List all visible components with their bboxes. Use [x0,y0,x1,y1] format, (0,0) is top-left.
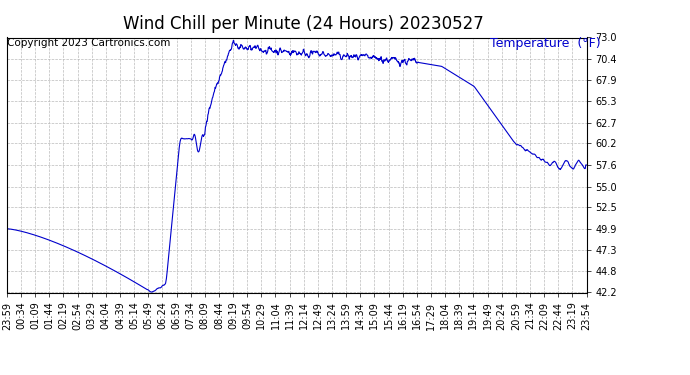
Text: Wind Chill per Minute (24 Hours) 20230527: Wind Chill per Minute (24 Hours) 2023052… [124,15,484,33]
Text: Copyright 2023 Cartronics.com: Copyright 2023 Cartronics.com [7,38,170,48]
Text: Temperature  (°F): Temperature (°F) [490,38,600,51]
